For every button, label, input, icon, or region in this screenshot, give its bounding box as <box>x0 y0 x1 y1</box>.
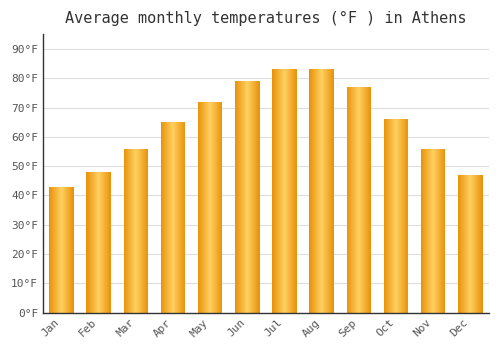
Title: Average monthly temperatures (°F ) in Athens: Average monthly temperatures (°F ) in At… <box>65 11 466 26</box>
